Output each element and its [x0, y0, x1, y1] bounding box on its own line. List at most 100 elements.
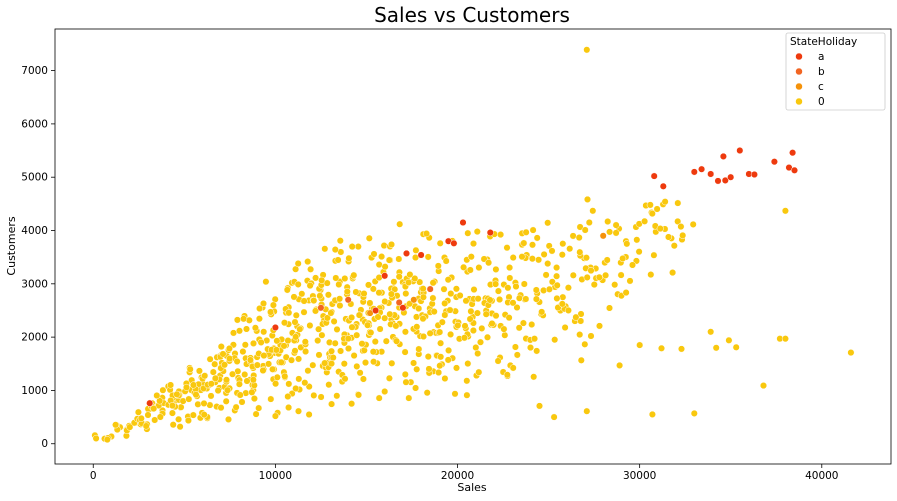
point-series-0: [677, 345, 686, 353]
point-series-0: [353, 331, 361, 339]
point-series-a: [650, 172, 658, 180]
point-series-0: [619, 254, 627, 263]
point-series-0: [437, 339, 445, 347]
point-series-0: [646, 201, 654, 209]
legend-marker: [795, 97, 803, 106]
point-series-a: [146, 399, 154, 407]
point-series-0: [689, 220, 697, 228]
point-series-0: [257, 338, 265, 346]
point-series-0: [169, 421, 177, 429]
point-series-a: [417, 251, 425, 259]
legend-items: abc 0: [795, 51, 825, 108]
point-series-0: [447, 330, 455, 338]
point-series-0: [583, 46, 591, 54]
point-series-0: [553, 272, 561, 280]
point-series-0: [206, 401, 214, 409]
point-series-0: [456, 291, 464, 300]
point-series-0: [526, 344, 535, 352]
point-series-0: [572, 313, 580, 321]
point-series-0: [533, 234, 541, 242]
point-series-0: [186, 365, 194, 373]
point-series-0: [185, 395, 193, 403]
point-series-0: [636, 341, 644, 349]
point-series-0: [304, 367, 312, 375]
point-series-0: [581, 340, 589, 348]
point-series-0: [294, 407, 303, 415]
point-series-0: [528, 320, 536, 329]
point-series-0: [369, 285, 377, 293]
point-series-0: [370, 358, 378, 366]
point-series-0: [515, 324, 523, 332]
point-series-0: [112, 421, 120, 429]
point-series-0: [553, 294, 561, 302]
point-series-0: [440, 285, 448, 293]
point-series-0: [656, 225, 664, 233]
point-series-0: [725, 336, 733, 344]
point-series-0: [291, 347, 299, 355]
point-series-0: [612, 229, 620, 237]
point-series-0: [232, 403, 240, 411]
point-series-0: [419, 285, 427, 293]
point-series-0: [375, 394, 383, 402]
point-series-0: [200, 411, 208, 419]
point-series-0: [451, 390, 459, 398]
point-series-0: [241, 370, 249, 379]
point-series-0: [355, 391, 363, 399]
point-series-0: [267, 395, 275, 403]
plot-area-frame: [54, 28, 892, 465]
point-series-0: [385, 374, 393, 382]
point-series-0: [153, 391, 161, 400]
point-series-a: [381, 272, 389, 280]
point-series-0: [501, 331, 509, 339]
point-series-0: [603, 256, 611, 264]
point-series-0: [189, 381, 197, 389]
y-tick-label: 2000: [21, 332, 48, 344]
point-series-0: [441, 311, 449, 319]
point-series-0: [412, 246, 420, 254]
point-series-0: [348, 243, 356, 251]
point-series-0: [325, 381, 333, 389]
point-series-0: [277, 358, 285, 366]
point-series-0: [224, 386, 232, 394]
point-series-0: [382, 337, 390, 345]
point-series-0: [447, 290, 455, 298]
point-series-a: [698, 165, 706, 173]
legend-label: 0: [818, 96, 825, 108]
point-series-0: [412, 384, 420, 392]
point-series-0: [271, 412, 279, 420]
point-series-0: [358, 340, 366, 348]
point-series-0: [217, 343, 225, 351]
point-series-0: [492, 265, 500, 273]
point-series-0: [522, 295, 530, 303]
point-series-0: [469, 326, 477, 335]
point-series-0: [426, 329, 434, 337]
point-series-a: [790, 166, 799, 174]
point-series-0: [416, 278, 424, 286]
point-series-0: [310, 391, 318, 399]
point-series-0: [259, 299, 268, 308]
point-series-0: [134, 408, 142, 416]
point-series-0: [310, 297, 318, 305]
point-series-0: [324, 291, 332, 299]
point-series-0: [492, 280, 500, 288]
point-series-0: [419, 293, 427, 301]
point-series-0: [413, 365, 421, 373]
point-series-0: [222, 397, 230, 405]
point-series-0: [348, 313, 356, 322]
point-series-0: [273, 373, 281, 381]
point-series-0: [540, 286, 548, 294]
point-series-0: [343, 288, 351, 296]
point-series-0: [255, 404, 263, 412]
legend-marker: [795, 52, 803, 61]
point-series-0: [239, 348, 247, 356]
point-series-0: [192, 391, 200, 399]
point-series-0: [306, 282, 314, 290]
point-series-0: [452, 285, 460, 293]
point-series-0: [240, 315, 248, 323]
point-series-0: [464, 360, 472, 368]
x-tick-label: 20000: [441, 470, 474, 482]
point-series-a: [271, 323, 279, 332]
point-series-0: [444, 276, 452, 284]
point-series-0: [341, 274, 349, 283]
point-series-0: [467, 307, 475, 315]
